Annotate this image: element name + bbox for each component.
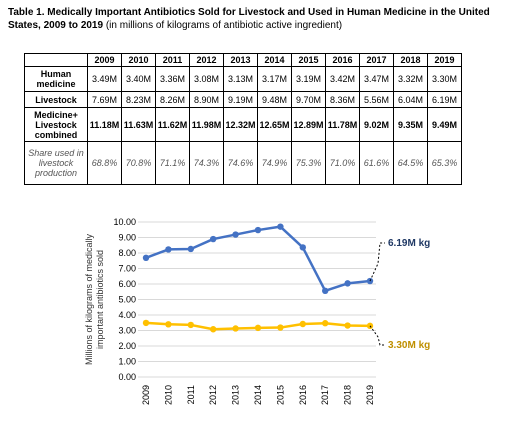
table-row-livestock: Livestock 7.69M 8.23M 8.26M 8.90M 9.19M … <box>24 91 462 108</box>
y-tick-label: 10.00 <box>113 217 136 227</box>
table-title-units: (in millions of kilograms of antibiotic … <box>105 20 343 31</box>
y-tick-label: 9.00 <box>118 233 136 243</box>
y-tick-label: 0.00 <box>118 372 136 382</box>
x-tick-label: 2013 <box>231 385 241 405</box>
series-line <box>145 225 371 293</box>
x-tick-label: 2012 <box>208 385 218 405</box>
table-cell: 71.1% <box>155 141 190 185</box>
table-cell: 3.17M <box>257 66 292 92</box>
data-point <box>187 245 194 253</box>
data-point <box>299 244 306 251</box>
antibiotics-table: 2009 2010 2011 2012 2013 2014 2015 2016 … <box>24 53 462 185</box>
table-title: Table 1. Medically Important Antibiotics… <box>8 6 523 32</box>
y-tick-label: 6.00 <box>118 279 136 289</box>
data-point <box>210 235 217 243</box>
data-point <box>277 324 284 331</box>
y-axis-label: important antibiotics sold <box>95 250 105 349</box>
data-point <box>210 326 217 333</box>
data-point <box>165 246 172 253</box>
series-end-label: 3.30M kg <box>388 340 430 351</box>
y-axis-label: Millions of kilograms of medically <box>84 233 94 365</box>
row-label: Human medicine <box>24 66 88 92</box>
table-cell: 9.35M <box>393 107 428 142</box>
y-tick-label: 4.00 <box>118 310 136 320</box>
y-tick-label: 7.00 <box>118 264 136 274</box>
data-point <box>277 223 284 230</box>
table-cell: 3.36M <box>155 66 190 92</box>
y-tick-label: 3.00 <box>118 326 136 336</box>
table-cell: 74.6% <box>223 141 258 185</box>
row-label: Share used in livestock production <box>24 141 88 185</box>
data-point <box>344 280 351 287</box>
x-tick-label: 2009 <box>141 385 151 405</box>
x-tick-label: 2016 <box>298 385 308 405</box>
table-cell: 65.3% <box>427 141 462 185</box>
y-tick-label: 2.00 <box>118 341 136 351</box>
series-end-label: 6.19M kg <box>388 238 430 249</box>
x-tick-label: 2018 <box>343 385 353 405</box>
data-point <box>232 325 239 332</box>
data-point <box>322 320 329 327</box>
data-point <box>165 321 172 328</box>
x-tick-label: 2011 <box>186 385 196 404</box>
data-point <box>322 287 329 295</box>
table-cell: 11.98M <box>189 107 224 142</box>
table-cell: 61.6% <box>359 141 394 185</box>
data-point <box>366 322 374 330</box>
data-point <box>142 254 150 262</box>
table-cell: 74.9% <box>257 141 292 185</box>
data-point <box>344 322 351 329</box>
table-header-row: 2009 2010 2011 2012 2013 2014 2015 2016 … <box>24 53 462 67</box>
data-point <box>142 319 150 327</box>
y-tick-label: 5.00 <box>118 295 136 305</box>
table-title-bold: Table 1. Medically Important Antibiotics… <box>8 7 490 31</box>
data-point <box>232 231 239 238</box>
x-tick-label: 2014 <box>253 385 263 405</box>
y-tick-label: 8.00 <box>118 248 136 258</box>
x-tick-label: 2019 <box>365 385 375 405</box>
table-cell: 3.30M <box>427 66 462 92</box>
table-cell: 70.8% <box>121 141 156 185</box>
end-label-leader <box>369 242 385 282</box>
table-row-share: Share used in livestock production 68.8%… <box>24 141 462 185</box>
data-point <box>254 324 262 332</box>
end-label-leader <box>369 325 385 346</box>
x-tick-label: 2015 <box>275 385 285 405</box>
data-point <box>187 321 194 329</box>
data-point <box>299 320 306 328</box>
table-cell: 3.40M <box>121 66 156 92</box>
table-cell: 71.0% <box>325 141 360 185</box>
x-tick-label: 2017 <box>320 385 330 405</box>
table-cell: 3.49M <box>87 66 122 92</box>
y-tick-label: 1.00 <box>118 357 136 367</box>
table-cell: 64.5% <box>393 141 428 185</box>
x-tick-label: 2010 <box>163 385 173 405</box>
data-point <box>254 226 262 234</box>
table-cell: 12.65M <box>257 107 292 142</box>
table-cell: 75.3% <box>291 141 326 185</box>
